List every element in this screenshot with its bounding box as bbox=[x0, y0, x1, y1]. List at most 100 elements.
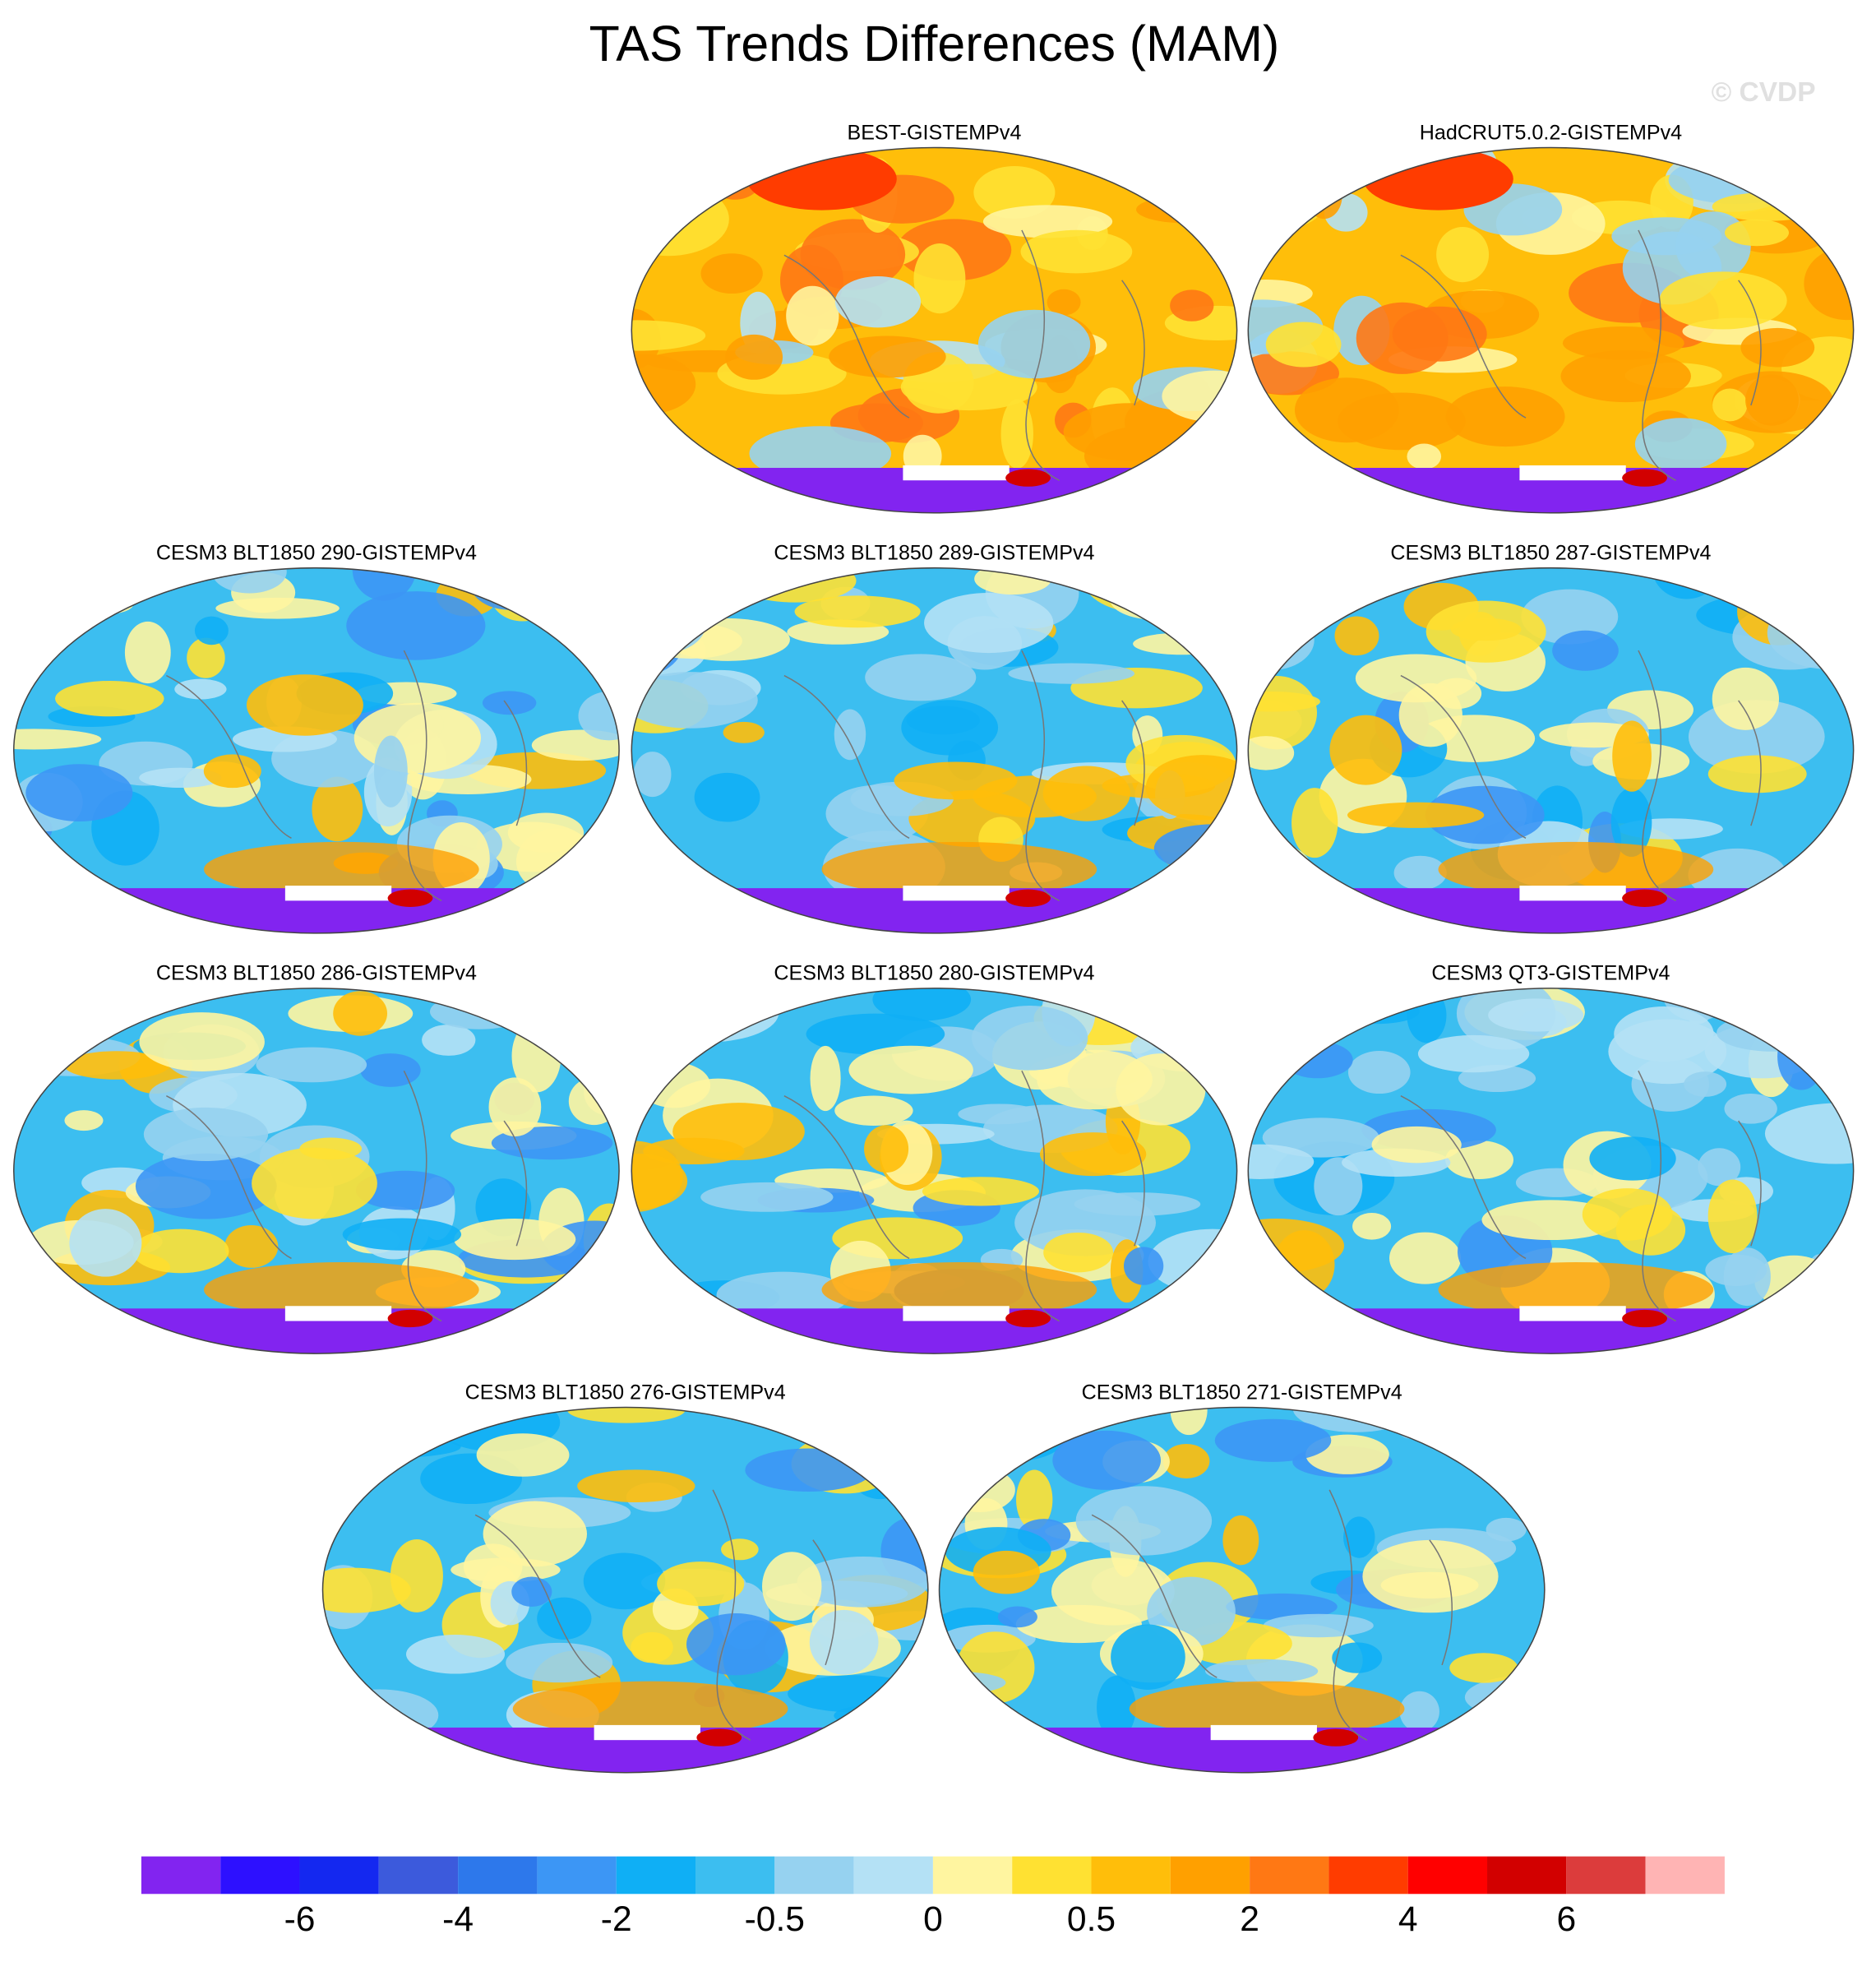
map-field bbox=[924, 592, 1054, 654]
map-field bbox=[977, 309, 1091, 379]
map-field bbox=[1432, 678, 1482, 710]
map-field bbox=[631, 582, 671, 604]
map-field bbox=[490, 567, 555, 622]
map-field bbox=[577, 1469, 695, 1503]
map-field bbox=[749, 426, 892, 481]
map-field bbox=[1440, 1407, 1527, 1460]
map-field bbox=[810, 1045, 841, 1112]
map-field bbox=[1343, 1516, 1375, 1558]
map-field bbox=[194, 616, 229, 645]
map-field bbox=[25, 764, 133, 822]
map-field bbox=[922, 1177, 1040, 1206]
map-field bbox=[631, 1020, 672, 1070]
map-field bbox=[203, 1262, 479, 1317]
map-field bbox=[723, 721, 765, 743]
map-field bbox=[1248, 428, 1282, 484]
map-field bbox=[958, 1103, 1041, 1125]
map-field bbox=[1162, 1443, 1210, 1478]
colorbar-box bbox=[1645, 1856, 1725, 1895]
missing-data bbox=[1519, 886, 1626, 901]
map-field bbox=[1707, 1179, 1758, 1254]
map-field bbox=[1129, 1681, 1405, 1737]
map-field bbox=[1008, 663, 1135, 684]
missing-data bbox=[1210, 1724, 1317, 1741]
map-field bbox=[1439, 1407, 1545, 1440]
colorbar-box bbox=[932, 1856, 1013, 1895]
map-field bbox=[1445, 1140, 1513, 1179]
colorbar-label: -6 bbox=[284, 1899, 316, 1939]
map-field bbox=[1474, 1460, 1545, 1482]
colorbar-box bbox=[458, 1856, 538, 1895]
panel-title: CESM3 BLT1850 289-GISTEMPv4 bbox=[774, 542, 1094, 565]
map-border bbox=[12, 567, 620, 934]
map-field bbox=[578, 691, 620, 741]
map-field bbox=[1248, 1144, 1315, 1179]
coastline bbox=[1400, 1070, 1762, 1322]
map-field bbox=[634, 177, 674, 203]
map-field bbox=[506, 1642, 613, 1683]
map-field bbox=[1214, 1418, 1332, 1462]
map-field bbox=[1123, 1247, 1164, 1285]
map-field bbox=[1399, 1691, 1439, 1733]
map-field bbox=[1083, 567, 1208, 613]
map-field bbox=[1819, 994, 1852, 1038]
map-field bbox=[1109, 576, 1200, 620]
map-field bbox=[1724, 1093, 1777, 1124]
map-field bbox=[1148, 1228, 1237, 1294]
map-field bbox=[631, 354, 696, 414]
map-field bbox=[1393, 855, 1447, 891]
map-field bbox=[1705, 1254, 1767, 1287]
map-field bbox=[69, 1209, 142, 1277]
map-field bbox=[124, 621, 171, 684]
map-field bbox=[1812, 844, 1854, 900]
map-field bbox=[458, 988, 501, 1014]
map-field bbox=[1783, 147, 1828, 169]
map bbox=[1248, 988, 1854, 1354]
map-field bbox=[583, 1552, 666, 1610]
map-field bbox=[1684, 1071, 1727, 1097]
map-field bbox=[13, 988, 61, 1038]
map-field bbox=[829, 335, 946, 378]
map-field bbox=[1294, 377, 1399, 443]
map-field bbox=[537, 1597, 592, 1640]
map-field bbox=[1074, 1192, 1201, 1216]
colorbar-label: 0.5 bbox=[1067, 1899, 1116, 1939]
map-field bbox=[1698, 1148, 1741, 1187]
map-field bbox=[568, 1077, 620, 1126]
map-field bbox=[1707, 755, 1807, 793]
map-field bbox=[1047, 289, 1081, 316]
coastline bbox=[783, 650, 1145, 902]
map-border bbox=[631, 567, 1238, 934]
map-field bbox=[1614, 1006, 1714, 1062]
map-field bbox=[1291, 788, 1338, 858]
map-field bbox=[848, 1045, 973, 1094]
map-field bbox=[1314, 1157, 1363, 1216]
coastline bbox=[1400, 229, 1762, 481]
map-field bbox=[1075, 1486, 1213, 1556]
colorbar-box bbox=[1328, 1856, 1408, 1895]
map-border bbox=[938, 1406, 1546, 1774]
map-field bbox=[1717, 1014, 1829, 1052]
map-field bbox=[1392, 306, 1487, 362]
map-field bbox=[1347, 1051, 1411, 1094]
map-field bbox=[1153, 824, 1237, 873]
colorbar-label: -4 bbox=[442, 1899, 474, 1939]
coastline bbox=[783, 1070, 1145, 1322]
map-field bbox=[901, 700, 999, 756]
map-field bbox=[1005, 469, 1051, 487]
map-field bbox=[132, 1228, 229, 1274]
map-field bbox=[139, 1012, 265, 1071]
map-field bbox=[1744, 567, 1854, 599]
missing-data bbox=[594, 1724, 700, 1741]
map-field bbox=[355, 1170, 455, 1210]
map-field bbox=[1804, 432, 1841, 456]
map-field bbox=[139, 767, 222, 789]
map-field bbox=[686, 1612, 786, 1676]
map-field bbox=[1287, 988, 1326, 1029]
map-field bbox=[809, 1609, 879, 1675]
map-field bbox=[1745, 374, 1800, 426]
map-field bbox=[834, 1095, 913, 1126]
coastline bbox=[1400, 650, 1762, 902]
colorbar-box bbox=[141, 1856, 221, 1895]
